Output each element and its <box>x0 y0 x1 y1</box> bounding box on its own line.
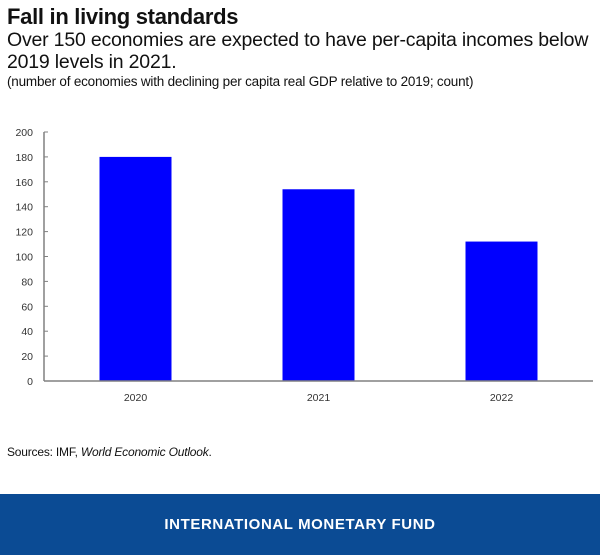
x-tick-label: 2021 <box>307 392 331 404</box>
x-axis: 2020 2021 2022 <box>44 380 593 404</box>
footer-banner: INTERNATIONAL MONETARY FUND <box>0 494 600 555</box>
footer-logo-text: INTERNATIONAL MONETARY FUND <box>164 516 436 533</box>
chart-subtitle: Over 150 economies are expected to have … <box>7 29 589 73</box>
source-note: Sources: IMF, World Economic Outlook. <box>7 445 212 459</box>
bars <box>99 156 538 381</box>
y-tick-label: 0 <box>27 376 33 388</box>
y-tick-label: 80 <box>21 276 33 288</box>
y-tick-label: 20 <box>21 351 33 363</box>
source-prefix: Sources: IMF, <box>7 445 81 459</box>
y-tick-label: 100 <box>15 252 33 264</box>
bar-2021 <box>282 189 355 381</box>
y-tick-label: 140 <box>15 202 33 214</box>
y-tick-label: 40 <box>21 326 33 338</box>
source-suffix: . <box>208 445 212 459</box>
y-tick-label: 160 <box>15 177 33 189</box>
source-publication: World Economic Outlook <box>80 445 209 459</box>
bar-2020 <box>99 156 172 381</box>
bar-chart: 0 20 40 60 80 100 120 140 160 180 200 2020 2021 2022 <box>15 127 593 404</box>
y-tick-label: 180 <box>15 152 33 164</box>
y-tick-label: 200 <box>15 127 33 139</box>
y-tick-label: 120 <box>15 227 33 239</box>
x-tick-label: 2020 <box>124 392 148 404</box>
y-axis: 0 20 40 60 80 100 120 140 160 180 200 <box>15 127 48 388</box>
y-tick-label: 60 <box>21 301 33 313</box>
x-tick-label: 2022 <box>490 392 514 404</box>
chart-unit-note: (number of economies with declining per … <box>7 74 474 89</box>
chart-title: Fall in living standards <box>7 4 239 29</box>
bar-2022 <box>465 241 538 381</box>
